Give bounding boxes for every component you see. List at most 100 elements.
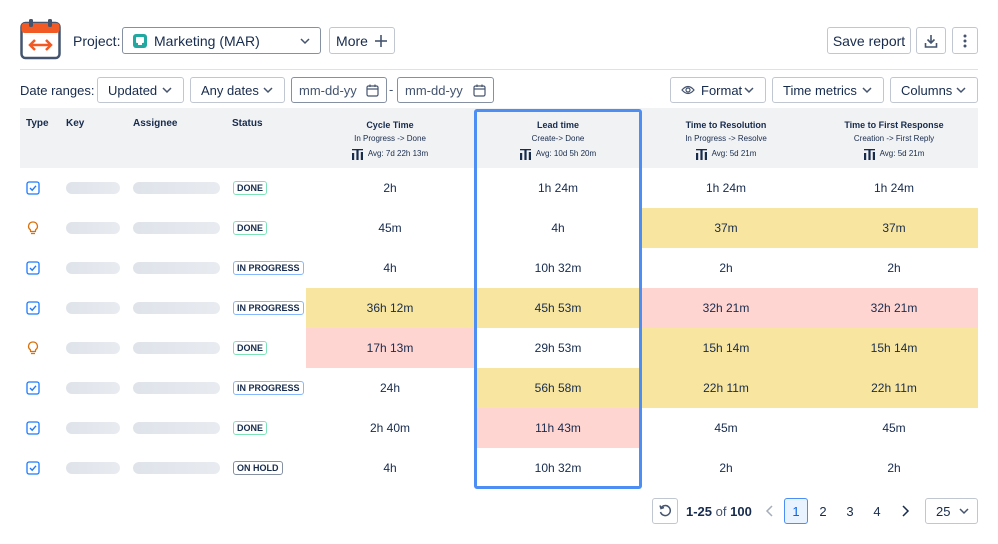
more-button[interactable]: More — [329, 27, 395, 54]
metric-cell: 24h — [379, 381, 401, 395]
bar-chart-icon — [863, 148, 875, 160]
table-row[interactable]: 4h 10h 32m 2h 2h ON HOLD — [20, 448, 978, 488]
metric-cell: 10h 32m — [534, 461, 582, 475]
status-badge: ON HOLD — [233, 461, 283, 475]
assignee-placeholder — [133, 342, 220, 354]
metric-title: Lead time — [536, 120, 579, 130]
metric-average: Avg: 10d 5h 20m — [474, 148, 642, 160]
table-row[interactable]: 36h 12m 45h 53m 32h 21m 32h 21m IN PROGRESS — [20, 288, 978, 328]
status-badge: IN PROGRESS — [233, 381, 304, 395]
metric-cell: 4h — [551, 221, 565, 235]
metric-average: Avg: 5d 21m — [642, 148, 810, 160]
metric-cell: 32h 21m — [810, 288, 978, 328]
date-from-input[interactable]: mm-dd-yy — [291, 77, 387, 103]
metric-cell: 4h — [383, 461, 397, 475]
metric-average-value: Avg: 10d 5h 20m — [535, 149, 597, 158]
pagination-total: 100 — [730, 504, 752, 519]
assignee-placeholder — [133, 382, 220, 394]
time-metrics-dropdown[interactable]: Time metrics — [772, 77, 884, 103]
key-placeholder — [66, 262, 120, 274]
metric-cell: 11h 43m — [474, 408, 642, 448]
page-button-3[interactable]: 3 — [839, 498, 861, 524]
save-report-button[interactable]: Save report — [827, 27, 911, 54]
more-button-label: More — [336, 32, 368, 49]
header-status[interactable]: Status — [232, 118, 263, 129]
page-button-2[interactable]: 2 — [812, 498, 834, 524]
bar-chart-icon — [695, 148, 707, 160]
format-dropdown[interactable]: Format — [670, 77, 766, 103]
date-separator: - — [389, 82, 394, 97]
page-4-label: 4 — [873, 503, 881, 519]
header-metric-2[interactable]: Time to Resolution In Progress -> Resolve… — [642, 119, 810, 160]
columns-dropdown[interactable]: Columns — [890, 77, 978, 103]
key-placeholder — [66, 462, 120, 474]
status-badge: DONE — [233, 421, 268, 435]
checkbox-icon — [26, 421, 40, 435]
status-badge: IN PROGRESS — [233, 301, 304, 315]
metric-subtitle: Creation -> First Reply — [853, 134, 935, 143]
checkbox-icon — [26, 181, 40, 195]
next-page-button[interactable] — [894, 498, 916, 524]
metric-cell: 45m — [714, 421, 738, 435]
table-row[interactable]: 2h 40m 11h 43m 45m 45m DONE — [20, 408, 978, 448]
bar-chart-icon — [519, 148, 531, 160]
metric-cell: 1h 24m — [705, 181, 747, 195]
assignee-placeholder — [133, 462, 220, 474]
prev-page-button[interactable] — [760, 498, 780, 524]
header-metric-1[interactable]: Lead time Create-> Done Avg: 10d 5h 20m — [474, 119, 642, 160]
page-button-1[interactable]: 1 — [784, 498, 808, 524]
checkbox-icon — [26, 461, 40, 475]
header-metric-0[interactable]: Cycle Time In Progress -> Done Avg: 7d 22h… — [306, 119, 474, 160]
table-row[interactable]: 45m 4h 37m 37m DONE — [20, 208, 978, 248]
page-size-select[interactable]: 25 — [925, 498, 978, 524]
metric-average: Avg: 7d 22h 13m — [306, 148, 474, 160]
updated-dropdown-label: Updated — [108, 82, 158, 98]
metric-average: Avg: 5d 21m — [810, 148, 978, 160]
key-placeholder — [66, 302, 120, 314]
download-button[interactable] — [916, 27, 946, 54]
metric-cell: 37m — [810, 208, 978, 248]
checkbox-icon — [26, 381, 40, 395]
any-dates-dropdown[interactable]: Any dates — [190, 77, 285, 103]
key-placeholder — [66, 222, 120, 234]
header-assignee[interactable]: Assignee — [133, 118, 178, 129]
reset-icon — [659, 504, 672, 517]
metric-cell: 45m — [882, 421, 906, 435]
header-type[interactable]: Type — [26, 118, 49, 129]
more-actions-button[interactable] — [952, 27, 978, 54]
key-placeholder — [66, 382, 120, 394]
updated-dropdown[interactable]: Updated — [97, 77, 184, 103]
page-1-label: 1 — [792, 503, 800, 519]
calendar-arrows-icon — [20, 19, 61, 60]
metric-cell: 45h 53m — [474, 288, 642, 328]
table-row[interactable]: 4h 10h 32m 2h 2h IN PROGRESS — [20, 248, 978, 288]
metric-cell: 22h 11m — [810, 368, 978, 408]
format-dropdown-label: Format — [701, 82, 743, 98]
chevron-right-icon — [902, 505, 910, 517]
assignee-placeholder — [133, 422, 220, 434]
header-key[interactable]: Key — [66, 118, 85, 129]
page-button-4[interactable]: 4 — [866, 498, 888, 524]
reset-button[interactable] — [652, 498, 678, 524]
table-row[interactable]: 2h 1h 24m 1h 24m 1h 24m DONE — [20, 168, 978, 208]
chevron-down-icon — [300, 38, 310, 45]
metric-title: Cycle Time — [366, 120, 414, 130]
metric-subtitle: Create-> Done — [531, 134, 585, 143]
assignee-placeholder — [133, 302, 220, 314]
page-size-value: 25 — [936, 503, 951, 519]
page-3-label: 3 — [846, 503, 854, 519]
assignee-placeholder — [133, 222, 220, 234]
plus-icon — [374, 34, 387, 47]
table-row[interactable]: 17h 13m 29h 53m 15h 14m 15h 14m DONE — [20, 328, 978, 368]
more-vertical-icon — [963, 34, 967, 47]
any-dates-dropdown-label: Any dates — [201, 82, 259, 98]
date-from-placeholder: mm-dd-yy — [299, 82, 357, 98]
metric-cell: 29h 53m — [534, 341, 582, 355]
date-to-input[interactable]: mm-dd-yy — [397, 77, 494, 103]
table-row[interactable]: 24h 56h 58m 22h 11m 22h 11m IN PROGRESS — [20, 368, 978, 408]
project-select[interactable]: Marketing (MAR) — [122, 27, 321, 54]
project-label: Project: — [73, 33, 121, 49]
header-metric-3[interactable]: Time to First Response Creation -> First … — [810, 119, 978, 160]
metric-cell: 32h 21m — [642, 288, 810, 328]
metric-cell: 1h 24m — [537, 181, 579, 195]
